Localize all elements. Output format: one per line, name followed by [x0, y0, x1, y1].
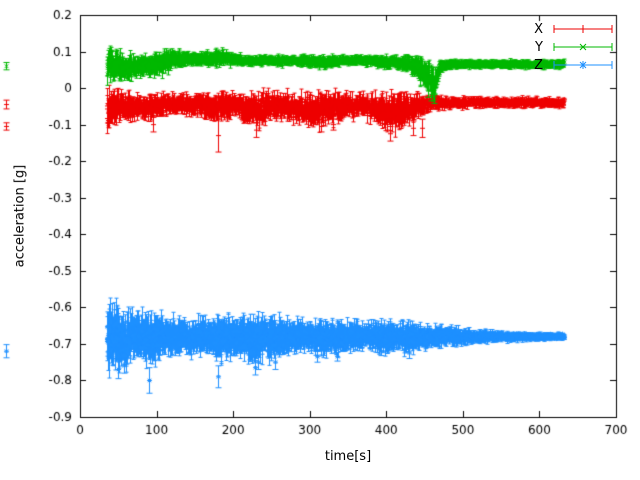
legend-entry: Z — [534, 56, 614, 74]
legend-entry: X — [534, 20, 614, 38]
legend-label: X — [534, 21, 543, 37]
legend-label: Z — [534, 57, 543, 73]
legend-label: Y — [535, 39, 543, 55]
legend-sample-cross-icon — [553, 43, 613, 51]
legend-sample-plus-icon — [553, 25, 613, 33]
legend-sample-asterisk-icon — [553, 61, 613, 69]
legend-entry: Y — [534, 38, 614, 56]
y-axis-label: acceleration [g] — [12, 164, 28, 268]
x-axis-label: time[s] — [324, 449, 372, 464]
